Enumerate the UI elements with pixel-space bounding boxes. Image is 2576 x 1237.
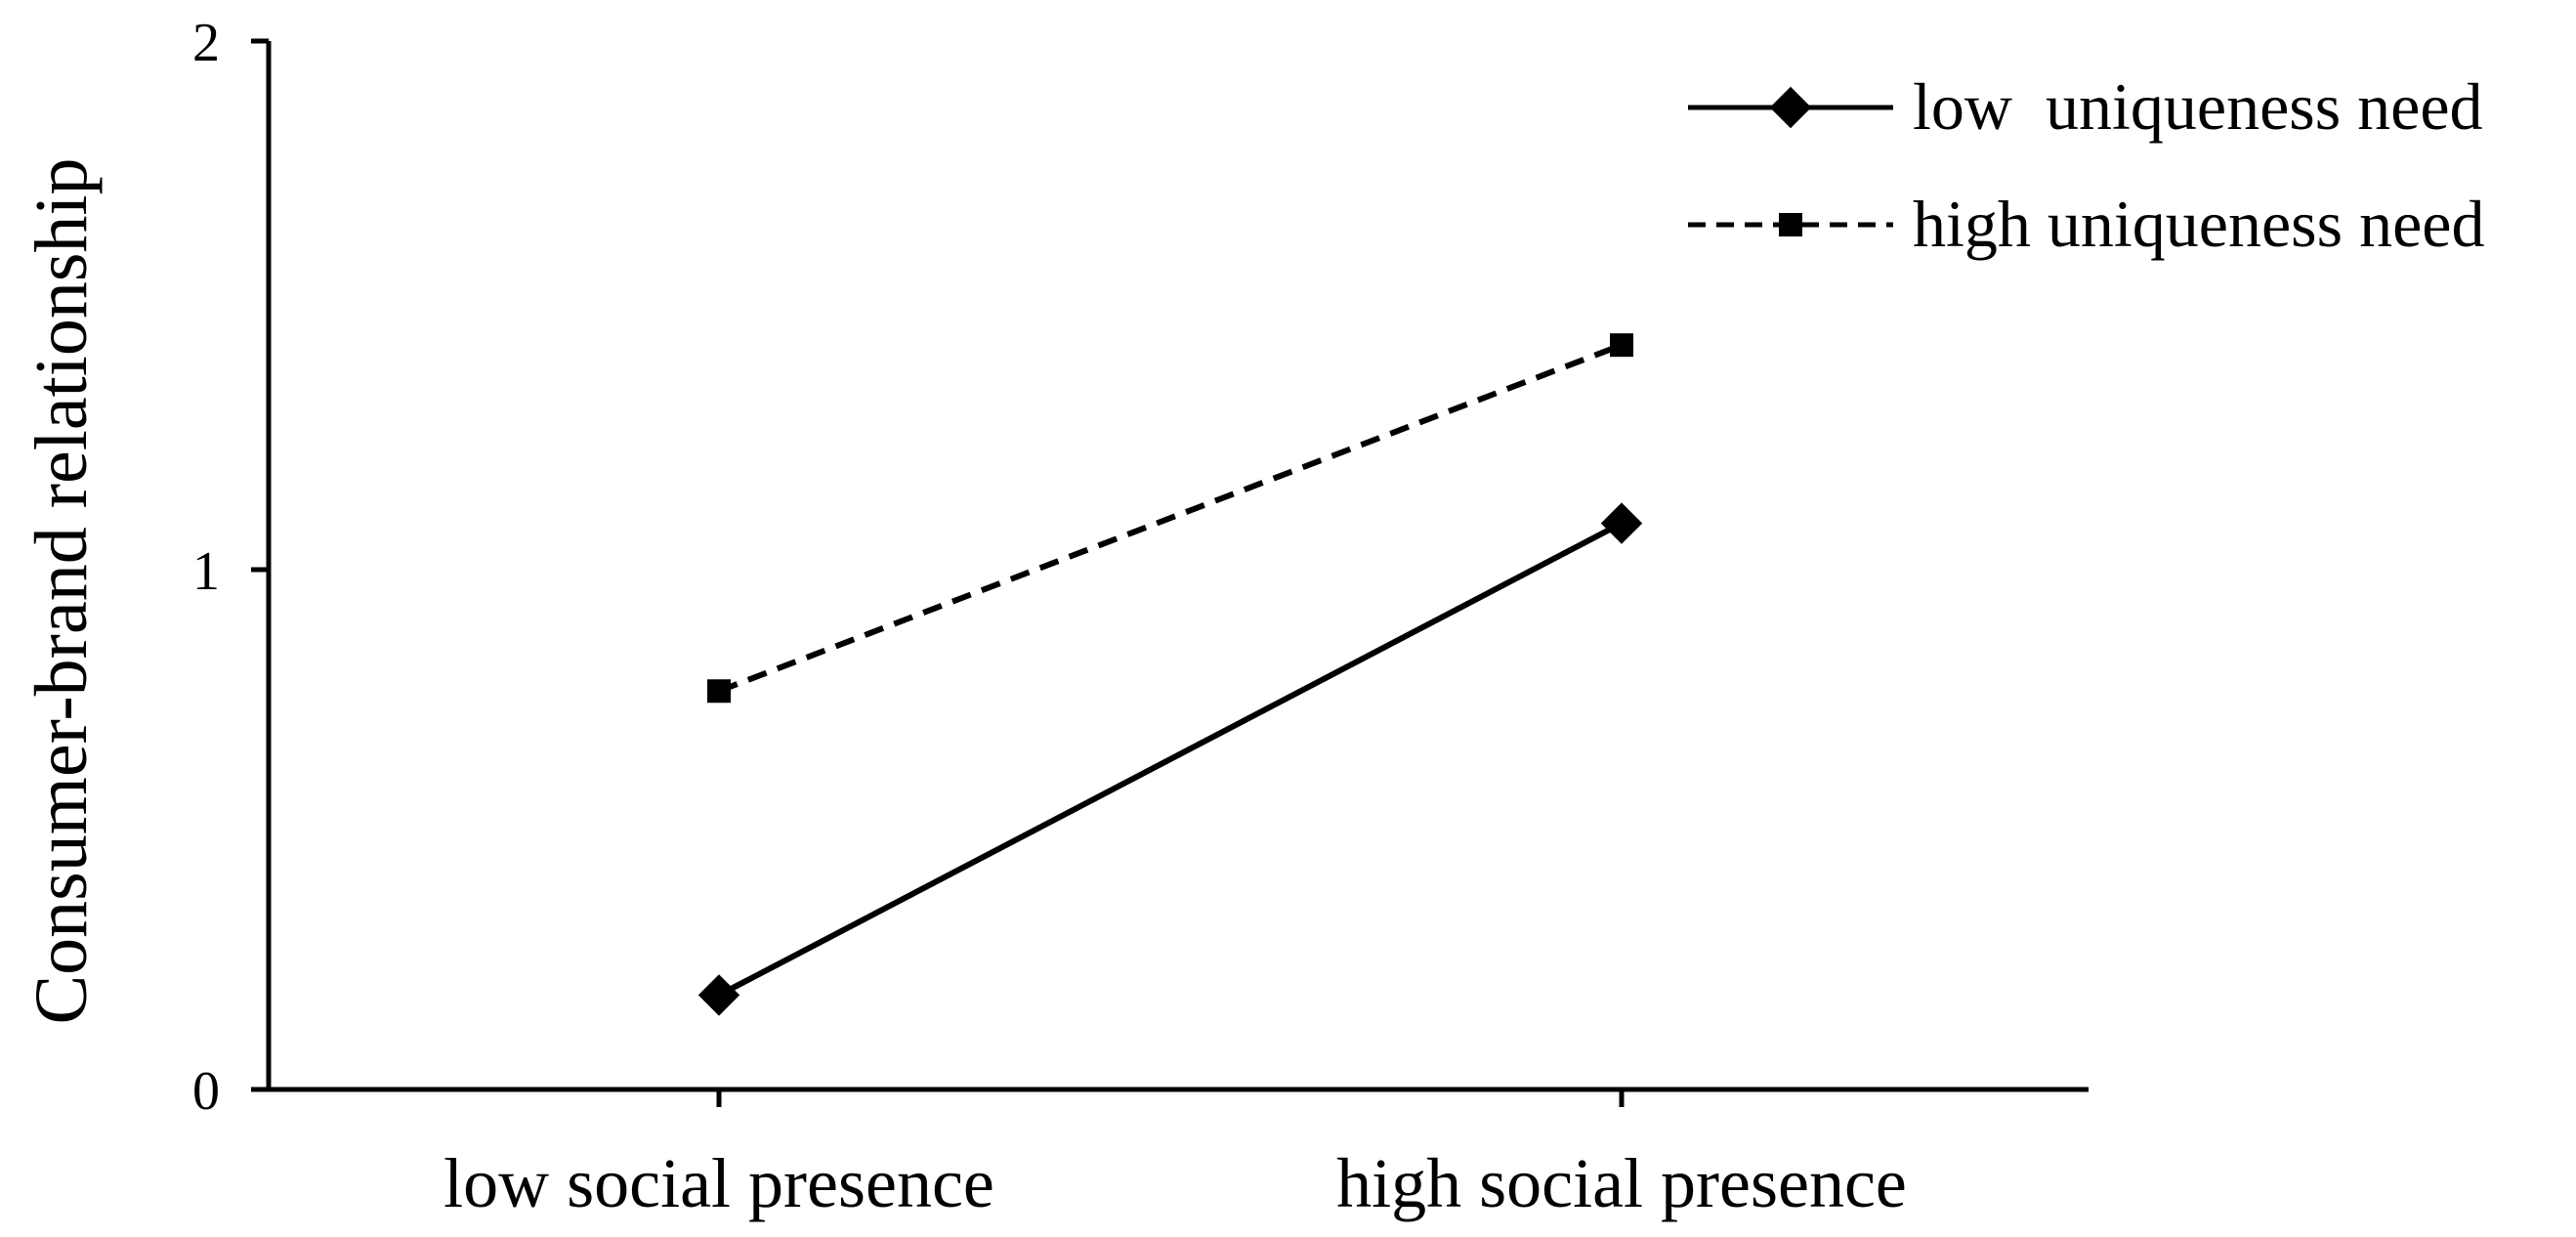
legend-marker-high-uniqueness	[1779, 213, 1802, 236]
data-point-low-uniqueness-low-presence	[697, 974, 740, 1016]
y-tick-label-2: 2	[192, 13, 220, 73]
x-category-label-high: high social presence	[1336, 1144, 1907, 1222]
y-tick-label-1: 1	[192, 541, 220, 602]
data-point-low-uniqueness-high-presence	[1600, 502, 1643, 544]
series-line-low-uniqueness	[717, 520, 1624, 999]
legend-label-low-uniqueness: low uniqueness need	[1913, 69, 2483, 144]
data-point-high-uniqueness-low-presence	[707, 679, 731, 704]
x-category-label-low: low social presence	[443, 1144, 994, 1222]
y-tick-label-0: 0	[192, 1061, 220, 1122]
legend-label-high-uniqueness: high uniqueness need	[1913, 187, 2484, 261]
legend-marker-low-uniqueness	[1769, 86, 1812, 129]
legend: low uniqueness need high uniqueness need	[1688, 69, 2484, 261]
data-point-high-uniqueness-high-presence	[1610, 333, 1633, 358]
y-axis-title: Consumer-brand relationship	[21, 157, 103, 1024]
series-line-high-uniqueness	[717, 342, 1624, 695]
